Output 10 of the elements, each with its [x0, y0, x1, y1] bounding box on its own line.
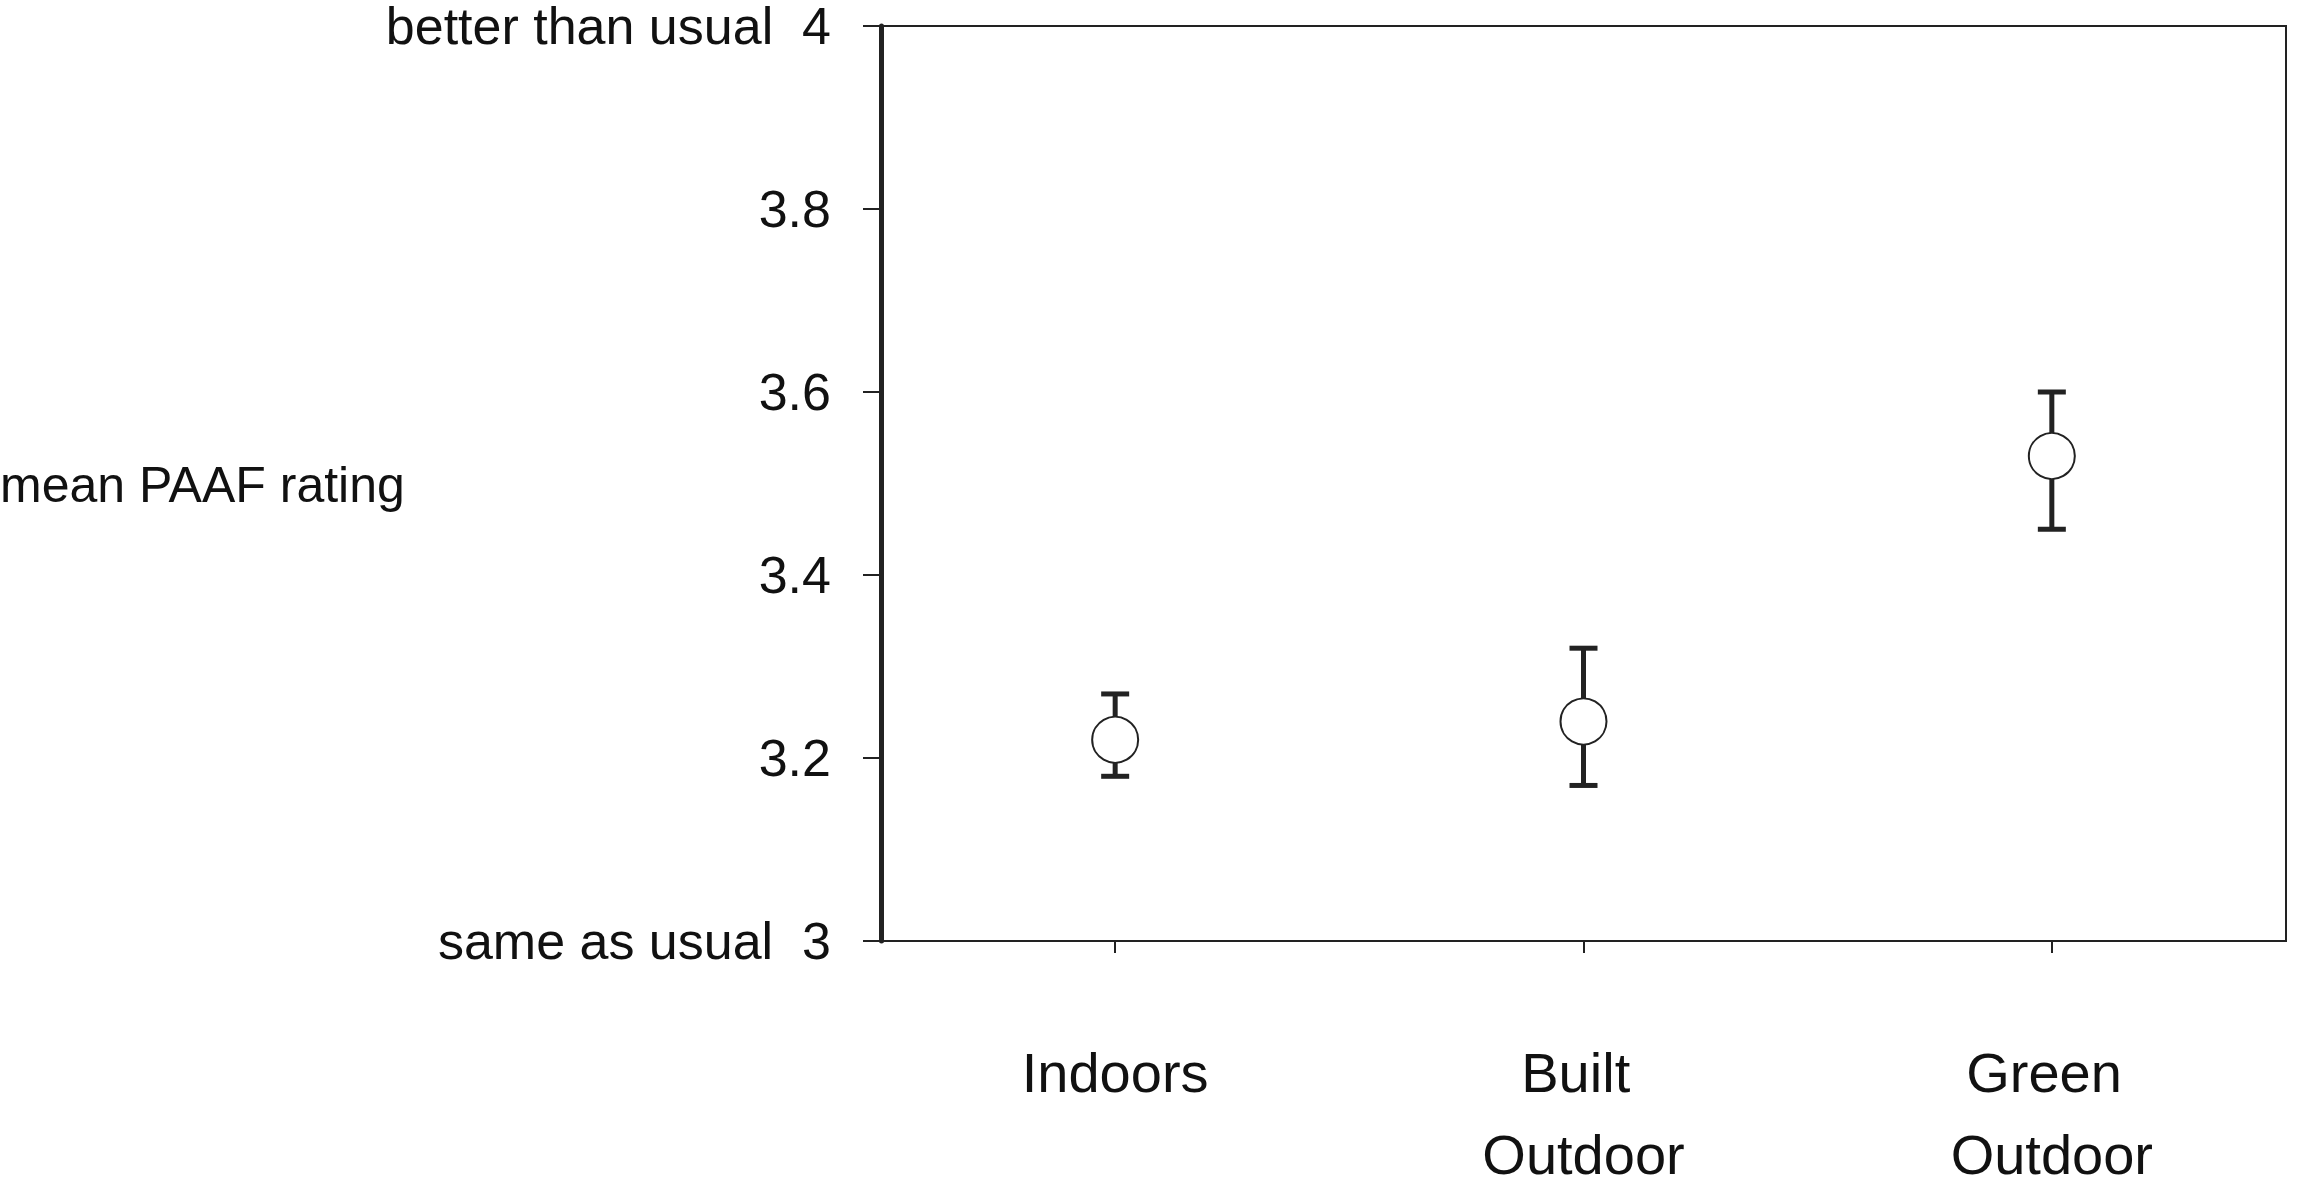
x-tick-label: Indoors — [1021, 1040, 1209, 1104]
y-tick-label: 3.8 — [758, 180, 831, 238]
x-tick-label: Green Outdoor — [1950, 1040, 2154, 1186]
y-tick-label: 3.6 — [758, 363, 831, 421]
y-tick-label: same as usual 3 — [437, 912, 831, 970]
x-tick-label: Built Outdoor — [1482, 1040, 1685, 1186]
y-tick-label: 3.2 — [758, 729, 831, 787]
y-tick-label: 3.4 — [758, 546, 831, 604]
y-axis-title: mean PAAF rating — [0, 457, 405, 513]
y-tick-label: better than usual 4 — [385, 0, 831, 55]
